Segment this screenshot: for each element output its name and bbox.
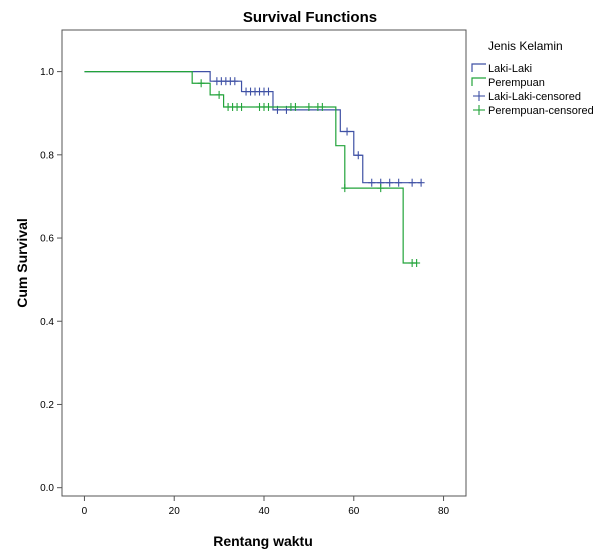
y-axis-label: Cum Survival [14, 218, 30, 307]
censor-mark-perempuan [291, 102, 299, 111]
censor-mark-perempuan [318, 102, 326, 111]
legend-step-swatch [471, 63, 486, 72]
x-tick-label: 20 [169, 506, 181, 517]
y-tick-label: 1.0 [40, 67, 54, 78]
censor-mark-laki-laki [368, 178, 376, 187]
censor-mark-laki-laki [386, 178, 394, 187]
x-tick-label: 60 [348, 506, 360, 517]
censor-mark-laki-laki [395, 178, 403, 187]
censor-mark-laki-laki [417, 178, 425, 187]
y-tick-label: 0.4 [40, 317, 54, 328]
censor-mark-laki-laki [408, 178, 416, 187]
censor-mark-laki-laki [264, 87, 272, 96]
y-tick-label: 0.8 [40, 150, 54, 161]
series-perempuan [84, 71, 421, 267]
legend-entry-laki-laki-censored: Laki-Laki-censored [473, 91, 581, 103]
legend-entries: Laki-Laki Perempuan Laki-Laki-censored Pere… [471, 63, 594, 117]
chart-title: Survival Functions [243, 9, 377, 26]
series-laki-laki [84, 71, 425, 187]
censor-mark-laki-laki [231, 77, 239, 86]
censor-mark-perempuan [215, 90, 223, 99]
x-tick-label: 80 [438, 506, 450, 517]
x-tick-label: 40 [258, 506, 270, 517]
y-tick-label: 0.0 [40, 483, 54, 494]
survival-step-line-perempuan [84, 71, 417, 264]
y-tick-label: 0.2 [40, 400, 54, 411]
censor-mark-perempuan [377, 184, 385, 193]
censor-mark-laki-laki [354, 151, 362, 160]
legend-title: Jenis Kelamin [488, 39, 563, 53]
legend-label: Perempuan [488, 77, 545, 89]
censor-mark-perempuan [238, 102, 246, 111]
censor-mark-laki-laki [343, 127, 351, 136]
legend-censor-swatch [473, 91, 485, 101]
series-layer [84, 71, 425, 267]
x-axis-label: Rentang waktu [213, 533, 313, 549]
axes: 0 20 40 60 80 0.0 0.2 0.4 0.6 0.8 1.0 [40, 67, 449, 517]
censor-mark-perempuan [264, 102, 272, 111]
legend-label: Perempuan-censored [488, 105, 594, 117]
censor-mark-perempuan [305, 102, 313, 111]
survival-step-line-laki-laki [84, 71, 422, 184]
y-tick-label: 0.6 [40, 234, 54, 245]
legend-entry-perempuan: Perempuan [471, 77, 545, 89]
legend-step-swatch [471, 77, 486, 86]
censor-mark-perempuan [197, 79, 205, 88]
legend-censor-swatch [473, 105, 485, 115]
censor-mark-perempuan [413, 259, 421, 267]
censor-mark-perempuan [341, 184, 349, 193]
legend-label: Laki-Laki [488, 63, 532, 75]
legend: Jenis Kelamin Laki-LakiPerempuanLaki-Lak… [471, 39, 594, 117]
legend-entry-laki-laki: Laki-Laki [471, 63, 532, 75]
legend-label: Laki-Laki-censored [488, 91, 581, 103]
legend-entry-perempuan-censored: Perempuan-censored [473, 105, 594, 117]
x-tick-label: 0 [82, 506, 88, 517]
